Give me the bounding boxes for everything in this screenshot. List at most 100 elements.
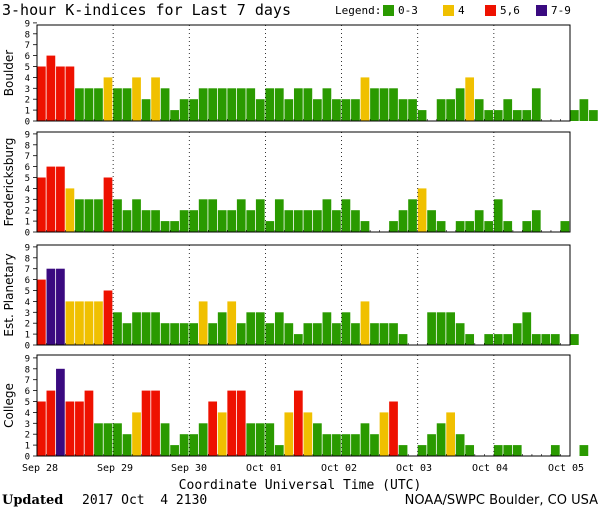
k-index-bar <box>132 199 141 232</box>
k-index-bar <box>465 445 475 456</box>
y-tick-label: 3 <box>25 309 30 319</box>
k-index-bar <box>274 445 284 456</box>
y-tick-label: 9 <box>25 243 30 253</box>
k-index-bar <box>274 199 284 232</box>
x-day-label: Sep 28 <box>22 463 58 474</box>
k-index-bar <box>56 268 65 345</box>
k-index-bar <box>322 199 332 232</box>
panels: 0123456789Boulder0123456789Fredericksbur… <box>2 19 598 463</box>
k-index-bar <box>370 88 379 121</box>
k-index-bar <box>436 423 446 456</box>
k-index-bar <box>160 323 170 345</box>
k-index-bar <box>189 434 199 456</box>
k-index-bar <box>227 301 237 345</box>
k-index-bar <box>493 110 503 121</box>
k-index-bar <box>332 99 341 121</box>
k-index-bar <box>284 412 294 456</box>
k-index-bar <box>65 66 75 121</box>
k-index-bar <box>84 390 94 456</box>
k-index-bar <box>455 323 465 345</box>
legend-entry-label: 4 <box>458 4 465 17</box>
k-index-bar <box>550 445 560 456</box>
k-index-bar <box>370 434 379 456</box>
k-index-bar <box>541 334 551 345</box>
k-index-bar <box>465 221 475 232</box>
k-index-bar <box>579 445 589 456</box>
k-index-bar <box>122 210 132 232</box>
k-index-bar <box>503 221 513 232</box>
y-tick-label: 6 <box>25 276 30 286</box>
x-day-label: Sep 30 <box>171 463 207 474</box>
k-index-bar <box>151 390 160 456</box>
k-index-bar <box>151 77 160 121</box>
y-tick-label: 7 <box>25 265 30 275</box>
x-day-label: Oct 01 <box>246 463 282 474</box>
k-index-bar <box>341 434 351 456</box>
k-index-bar <box>512 323 522 345</box>
y-tick-label: 1 <box>25 107 30 117</box>
k-index-bar <box>198 88 208 121</box>
station-label: Boulder <box>2 50 16 97</box>
k-index-bar <box>255 99 265 121</box>
y-tick-label: 4 <box>25 74 30 84</box>
k-index-bar <box>179 323 189 345</box>
k-index-bar <box>398 99 408 121</box>
k-index-bar <box>579 99 589 121</box>
x-axis-label: Coordinate Universal Time (UTC) <box>179 478 422 493</box>
legend-entry-label: 7-9 <box>551 4 571 17</box>
k-index-bar <box>113 312 122 345</box>
k-index-bar <box>417 445 427 456</box>
credit-text: NOAA/SWPC Boulder, CO USA <box>405 493 598 508</box>
k-index-bar <box>531 88 541 121</box>
k-index-bar <box>322 434 332 456</box>
k-index-bar <box>522 110 532 121</box>
k-index-bar <box>84 199 94 232</box>
k-index-bar <box>522 221 532 232</box>
y-tick-label: 7 <box>25 41 30 51</box>
k-index-bar <box>436 312 446 345</box>
k-index-bar <box>122 323 132 345</box>
k-index-bar <box>198 301 208 345</box>
k-index-bar <box>351 99 360 121</box>
k-index-bar <box>274 88 284 121</box>
y-tick-label: 3 <box>25 196 30 206</box>
y-tick-label: 8 <box>25 141 30 151</box>
k-index-bar <box>198 423 208 456</box>
k-index-bar <box>227 88 237 121</box>
k-index-bar <box>322 88 332 121</box>
y-tick-label: 5 <box>25 63 30 73</box>
k-index-bar <box>493 334 503 345</box>
k-index-bar <box>284 323 294 345</box>
k-index-bar <box>141 390 151 456</box>
k-index-bar <box>398 210 408 232</box>
y-tick-label: 0 <box>25 118 30 128</box>
y-tick-label: 0 <box>25 453 30 463</box>
y-tick-label: 1 <box>25 331 30 341</box>
k-index-bar <box>246 423 256 456</box>
k-index-bar <box>236 88 246 121</box>
k-index-bar <box>246 88 256 121</box>
k-index-bar <box>436 99 446 121</box>
k-index-bar <box>332 323 341 345</box>
k-index-bar <box>389 401 398 456</box>
k-index-bar <box>189 210 199 232</box>
updated-label: Updated <box>2 493 63 508</box>
panel-frame <box>36 24 571 122</box>
legend-swatch <box>536 5 547 16</box>
k-index-bar <box>217 88 227 121</box>
k-index-bar <box>46 390 56 456</box>
station-label: Fredericksburg <box>2 138 16 227</box>
k-index-bar <box>179 210 189 232</box>
k-index-bar <box>389 88 398 121</box>
k-index-bar <box>274 312 284 345</box>
k-index-bar <box>75 88 84 121</box>
k-index-bar <box>132 412 141 456</box>
k-index-bar <box>113 88 122 121</box>
updated-value: 2017 Oct 4 2130 <box>82 493 207 508</box>
k-index-bar <box>417 110 427 121</box>
k-index-bar <box>303 210 313 232</box>
k-index-bar <box>351 434 360 456</box>
